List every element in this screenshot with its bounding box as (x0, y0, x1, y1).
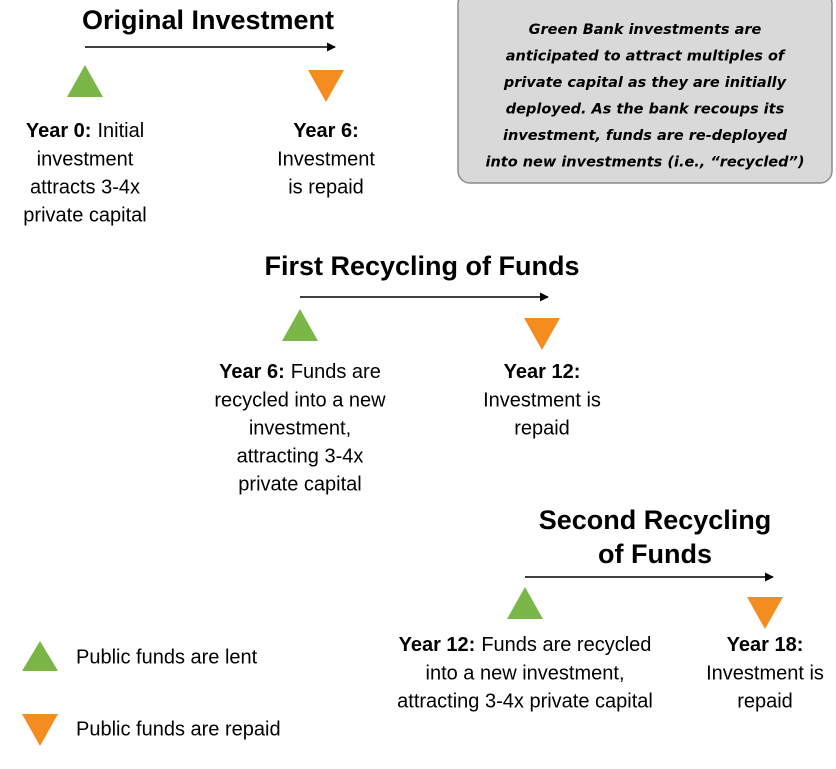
lent-triangle (507, 587, 543, 619)
event-text-line: attracting 3-4x (237, 445, 364, 467)
event-text: Year 12: Funds are recycled (399, 634, 652, 656)
stage-title: Original Investment (82, 5, 334, 35)
event-text-first: Funds are (291, 361, 381, 383)
event-text-line: Investment is (483, 389, 601, 411)
event-text-line: Investment (277, 148, 375, 170)
event-text: Year 6: (293, 120, 359, 142)
event-text-line: investment (37, 148, 134, 170)
legend-repaid-icon (22, 714, 58, 746)
stage-title: of Funds (598, 539, 712, 569)
event-year: Year 12: (504, 361, 581, 383)
repaid-triangle (524, 318, 560, 350)
stage-title: Second Recycling (539, 505, 772, 535)
repaid-triangle (308, 70, 344, 102)
event-text-line: repaid (737, 690, 793, 712)
note-text: Green Bank investments are (529, 22, 762, 38)
event-text-line: is repaid (288, 176, 364, 198)
event-text-line: private capital (238, 473, 361, 495)
event-year: Year 12: (399, 634, 476, 656)
note-text: private capital as they are initially (503, 75, 787, 91)
event-year: Year 6: (219, 361, 285, 383)
event-text: Year 18: (727, 634, 804, 656)
event-text: Year 12: (504, 361, 581, 383)
event-text-line: repaid (514, 417, 570, 439)
event-text: Year 0: Initial (26, 120, 144, 142)
event-text-line: recycled into a new (214, 389, 386, 411)
lent-triangle (282, 309, 318, 341)
event-text-line: private capital (23, 204, 146, 226)
note-text: deployed. As the bank recoups its (506, 102, 785, 118)
legend-repaid-label: Public funds are repaid (76, 718, 281, 740)
legend-lent-label: Public funds are lent (76, 646, 258, 668)
legend-lent-icon (22, 641, 58, 671)
event-text-line: attracting 3-4x private capital (397, 690, 653, 712)
note-text: anticipated to attract multiples of (506, 49, 786, 65)
note-text: into new investments (i.e., “recycled”) (486, 155, 805, 171)
repaid-triangle (747, 597, 783, 629)
event-year: Year 6: (293, 120, 359, 142)
event-text: Year 6: Funds are (219, 361, 381, 383)
stage-title: First Recycling of Funds (264, 251, 579, 281)
note-text: investment, funds are re-deployed (503, 128, 788, 144)
event-text-line: Investment is (706, 662, 824, 684)
event-text-first: Initial (97, 120, 144, 142)
event-text-first: Funds are recycled (481, 634, 651, 656)
event-year: Year 0: (26, 120, 92, 142)
event-year: Year 18: (727, 634, 804, 656)
lent-triangle (67, 65, 103, 97)
event-text-line: attracts 3-4x (30, 176, 140, 198)
event-text-line: investment, (249, 417, 351, 439)
event-text-line: into a new investment, (426, 662, 625, 684)
note-box (457, 0, 833, 184)
